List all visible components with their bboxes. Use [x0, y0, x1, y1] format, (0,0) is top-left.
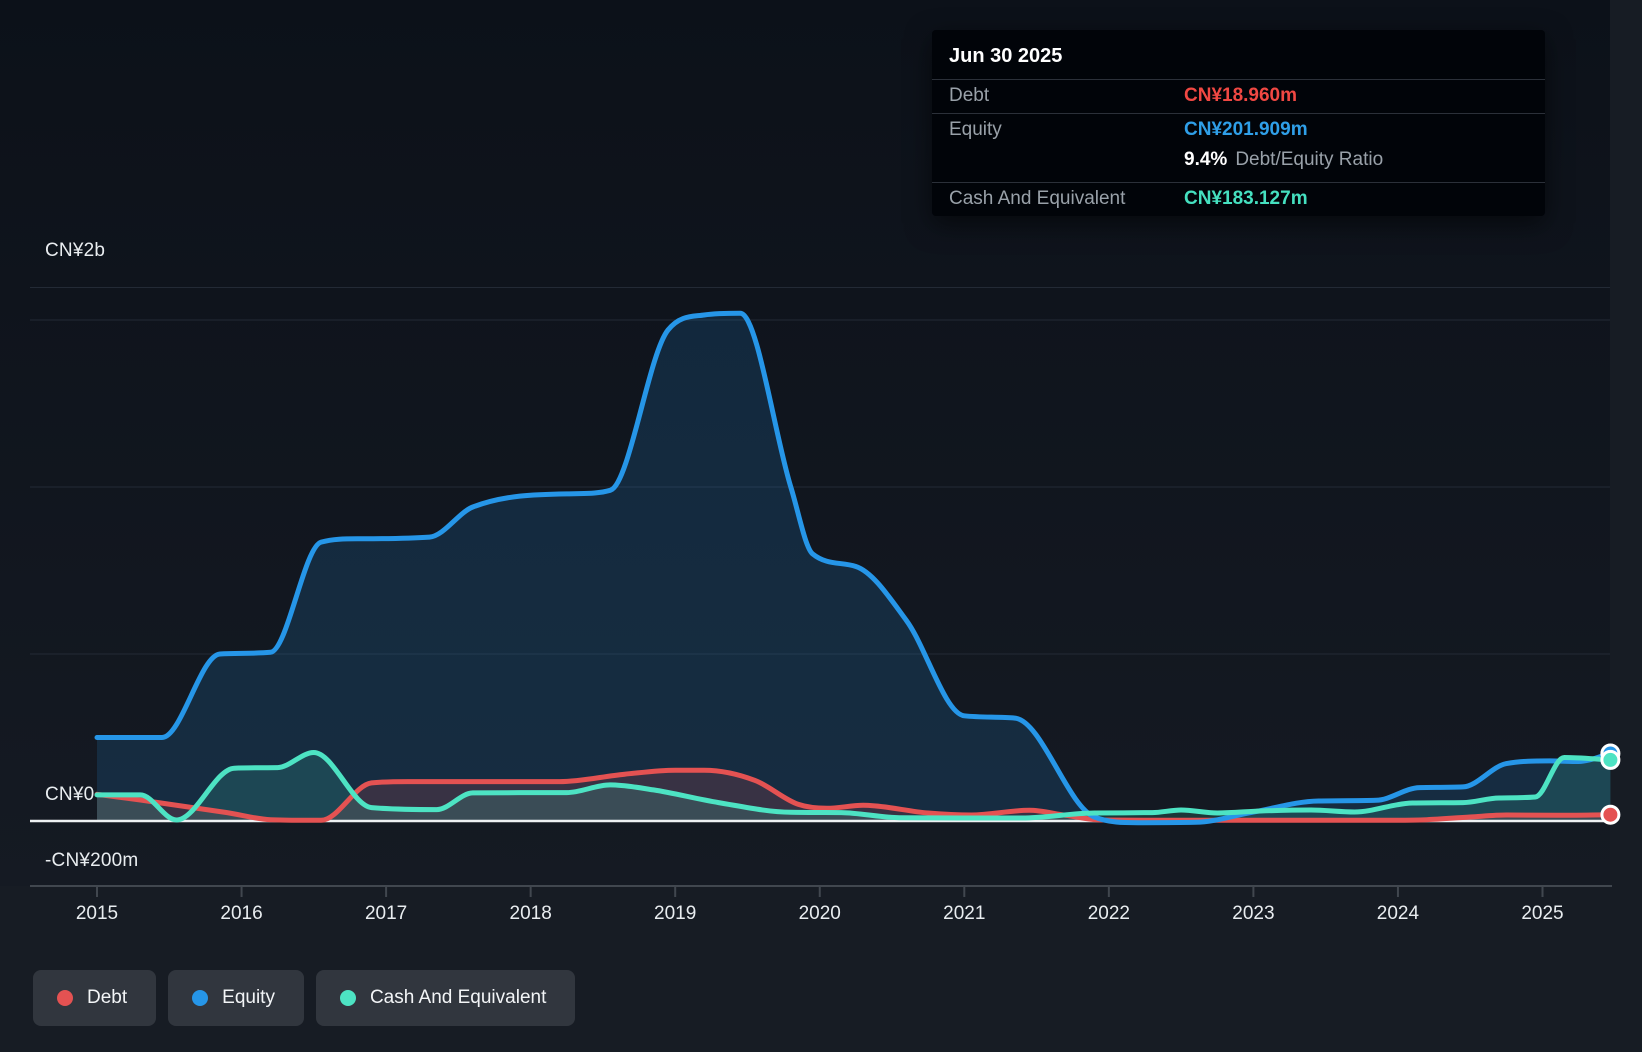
hover-tooltip: Jun 30 2025 Debt CN¥18.960m Equity CN¥20…: [932, 30, 1545, 216]
x-tick-label: 2024: [1376, 903, 1420, 924]
tooltip-ratio-value: 9.4%: [1184, 149, 1228, 170]
cash-end-marker: [1600, 749, 1621, 770]
x-tick-label: 2017: [364, 903, 408, 924]
debt-line[interactable]: [94, 767, 1613, 823]
tooltip-ratio-row: 9.4% Debt/Equity Ratio: [932, 147, 1545, 182]
debt-end-marker: [1600, 804, 1621, 825]
legend-item-cash[interactable]: Cash And Equivalent: [315, 970, 576, 1026]
legend-item-equity[interactable]: Equity: [168, 970, 304, 1026]
tooltip-ratio: 9.4% Debt/Equity Ratio: [1184, 149, 1383, 171]
x-tick-label: 2020: [798, 903, 841, 924]
tooltip-cash-value: CN¥183.127m: [1184, 188, 1308, 209]
x-tick-label: 2021: [943, 903, 986, 924]
legend-cash-label: Cash And Equivalent: [369, 987, 547, 1008]
debt-series-dot-icon: [57, 990, 73, 1006]
equity-line[interactable]: [94, 310, 1613, 826]
tooltip-debt-label: Debt: [949, 85, 990, 106]
y-axis-label-2b: CN¥2b: [45, 240, 106, 261]
y-axis-label-neg200m: -CN¥200m: [45, 850, 139, 871]
x-tick-label: 2015: [75, 903, 119, 924]
tooltip-cash-label: Cash And Equivalent: [949, 188, 1126, 209]
tooltip-debt-value: CN¥18.960m: [1184, 85, 1298, 106]
legend-debt-label: Debt: [87, 987, 128, 1008]
tooltip-ratio-label: Debt/Equity Ratio: [1235, 149, 1384, 170]
tooltip-equity-label: Equity: [949, 119, 1002, 140]
tooltip-cash-row: Cash And Equivalent CN¥183.127m: [932, 182, 1545, 216]
cash-area: [97, 752, 1611, 821]
equity-series-dot-icon: [192, 990, 209, 1006]
y-axis-label-zero: CN¥0: [45, 784, 95, 805]
cash-line[interactable]: [94, 750, 1613, 823]
tooltip-equity-row: Equity CN¥201.909m: [932, 113, 1545, 147]
x-tick-label: 2025: [1521, 903, 1564, 924]
legend-equity-label: Equity: [222, 987, 275, 1008]
tooltip-equity-value: CN¥201.909m: [1184, 119, 1308, 140]
x-tick-label: 2023: [1232, 903, 1275, 924]
x-tick-label: 2018: [509, 903, 552, 924]
cash-series-dot-icon: [339, 990, 356, 1006]
x-tick-label: 2022: [1087, 903, 1130, 924]
tooltip-date: Jun 30 2025: [949, 45, 1063, 67]
tooltip-debt-row: Debt CN¥18.960m: [932, 79, 1545, 113]
legend-item-debt[interactable]: Debt: [33, 970, 157, 1026]
x-tick-label: 2016: [220, 903, 263, 924]
legend: Debt Equity Cash And Equivalent: [33, 970, 576, 1026]
x-tick-label: 2019: [654, 903, 697, 924]
